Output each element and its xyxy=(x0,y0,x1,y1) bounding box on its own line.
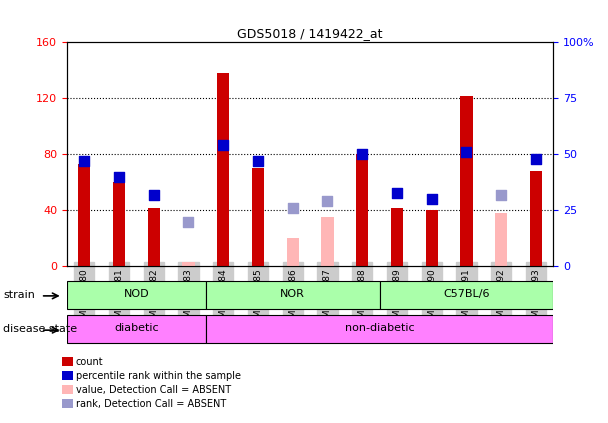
Bar xyxy=(148,208,160,266)
Point xyxy=(80,158,89,165)
Bar xyxy=(356,154,368,266)
Point xyxy=(184,218,193,225)
Title: GDS5018 / 1419422_at: GDS5018 / 1419422_at xyxy=(237,27,383,40)
Bar xyxy=(426,211,438,266)
Bar xyxy=(530,171,542,266)
Bar xyxy=(62,385,73,394)
Text: non-diabetic: non-diabetic xyxy=(345,323,415,333)
Text: disease state: disease state xyxy=(3,324,77,334)
Bar xyxy=(67,315,206,343)
Bar xyxy=(379,281,553,309)
Bar xyxy=(252,168,264,266)
Text: NOD: NOD xyxy=(123,289,149,299)
Bar xyxy=(391,208,403,266)
Bar xyxy=(113,182,125,266)
Text: strain: strain xyxy=(3,290,35,300)
Bar xyxy=(206,315,553,343)
Text: count: count xyxy=(76,357,103,367)
Bar xyxy=(182,262,195,266)
Bar xyxy=(182,262,195,266)
Point xyxy=(288,205,297,212)
Bar xyxy=(495,213,507,266)
Point xyxy=(253,158,263,165)
Bar xyxy=(206,281,379,309)
Point xyxy=(392,189,402,196)
Point xyxy=(461,149,471,156)
Bar xyxy=(67,281,206,309)
Bar xyxy=(78,164,91,266)
Point xyxy=(427,196,437,203)
Point xyxy=(218,142,228,149)
Point xyxy=(323,198,333,205)
Point xyxy=(496,191,506,198)
Bar xyxy=(62,357,73,366)
Point xyxy=(531,156,541,162)
Bar xyxy=(217,73,229,266)
Text: diabetic: diabetic xyxy=(114,323,159,333)
Bar xyxy=(322,217,334,266)
Text: NOR: NOR xyxy=(280,289,305,299)
Text: value, Detection Call = ABSENT: value, Detection Call = ABSENT xyxy=(76,385,231,395)
Bar xyxy=(62,371,73,380)
Text: C57BL/6: C57BL/6 xyxy=(443,289,489,299)
Text: percentile rank within the sample: percentile rank within the sample xyxy=(76,371,241,381)
Point xyxy=(358,151,367,158)
Bar xyxy=(62,399,73,408)
Text: rank, Detection Call = ABSENT: rank, Detection Call = ABSENT xyxy=(76,398,226,409)
Bar xyxy=(460,96,472,266)
Point xyxy=(114,173,124,180)
Bar xyxy=(286,239,299,266)
Point xyxy=(149,191,159,198)
